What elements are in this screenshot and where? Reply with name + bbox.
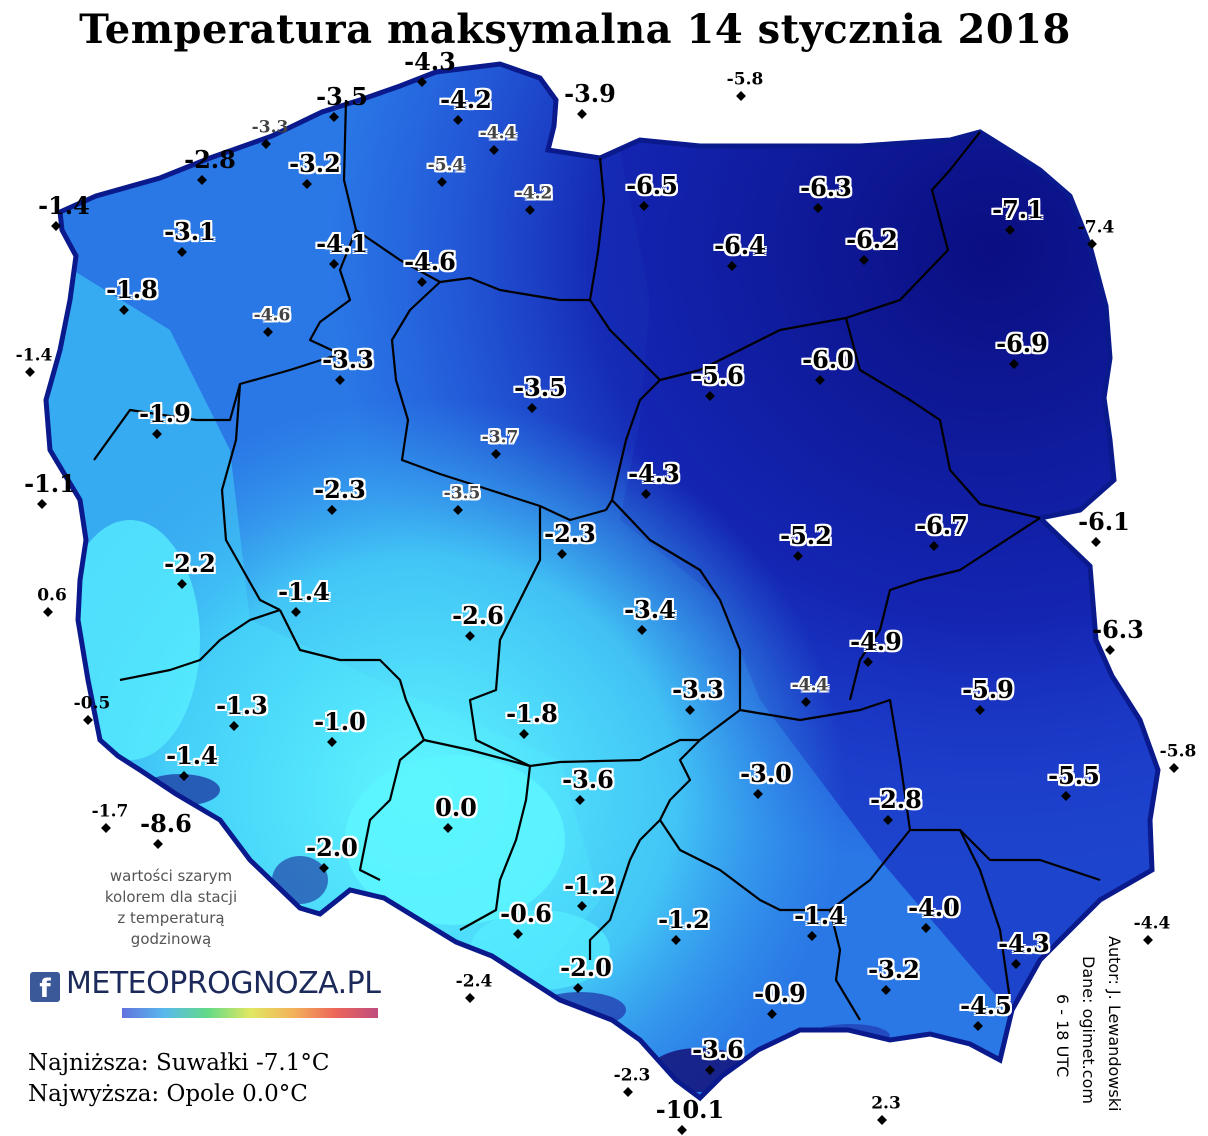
temperature-label: -1.0 [314,707,366,736]
temperature-label: -1.4 [166,741,218,770]
temperature-label: -5.8 [726,69,764,90]
temperature-label: -3.7 [481,427,519,448]
temperature-label: -4.1 [316,229,368,258]
temperature-label: 0.0 [435,793,477,822]
temperature-label: -4.2 [440,85,492,114]
temperature-label: -4.3 [628,459,680,488]
note-line: wartości szarym [109,867,233,885]
temperature-label: -3.1 [164,217,216,246]
note-line: z temperaturą [117,909,225,927]
grey-values-note: wartości szarym kolorem dla stacji z tem… [86,866,256,950]
temperature-label: -2.3 [544,519,596,548]
temperature-label: -4.4 [1133,913,1171,934]
temperature-label: -2.4 [455,971,493,992]
temperature-label: -2.8 [870,785,922,814]
facebook-icon[interactable]: f [30,972,60,1004]
temperature-label: -4.3 [404,47,456,76]
temperature-label: -3.5 [514,373,566,402]
temperature-label: -1.2 [564,871,616,900]
highest-temperature: Najwyższa: Opole 0.0°C [28,1081,308,1107]
temperature-label: -6.3 [800,173,852,202]
temperature-label: -0.5 [73,693,111,714]
temperature-label: -3.6 [562,765,614,794]
temperature-label: -3.9 [564,79,616,108]
temperature-label: -1.1 [24,469,76,498]
temperature-label: -1.8 [106,275,158,304]
temperature-label: -6.0 [802,345,854,374]
temperature-label: -4.5 [960,991,1012,1020]
temperature-label: -4.0 [908,893,960,922]
temperature-label: -4.6 [404,247,456,276]
temperature-label: -5.4 [427,155,465,176]
temperature-label: -1.9 [139,399,191,428]
logo-color-bar [122,1008,378,1018]
note-line: kolorem dla stacji [104,888,238,906]
temperature-label: -4.9 [850,627,902,656]
temperature-label: -3.6 [692,1035,744,1064]
map-title: Temperatura maksymalna 14 stycznia 2018 [79,6,1071,53]
temperature-label: -1.4 [278,577,330,606]
temperature-label: 0.6 [37,585,67,606]
temperature-label: -3.5 [443,483,481,504]
temperature-label: -4.2 [515,183,553,204]
temperature-label: -1.4 [38,191,90,220]
time-range-credit: 6 - 18 UTC [1053,994,1072,1078]
temperature-label: -4.4 [791,675,829,696]
temperature-label: -4.3 [998,929,1050,958]
temperature-label: -2.0 [560,953,612,982]
temperature-label: -6.7 [916,511,968,540]
temperature-label: -3.3 [322,345,374,374]
temperature-label: -0.9 [754,979,806,1008]
temperature-label: 2.3 [871,1093,901,1114]
lowest-temperature: Najniższa: Suwałki -7.1°C [28,1050,330,1076]
temperature-label: -6.3 [1092,615,1144,644]
temperature-label: -3.3 [672,675,724,704]
temperature-label: -2.3 [613,1065,651,1086]
temperature-label: -5.5 [1048,761,1100,790]
author-credit: Autor: J. Lewandowski [1105,936,1124,1112]
temperature-label: -4.4 [479,123,517,144]
temperature-label: -3.0 [740,759,792,788]
temperature-label: -3.3 [251,117,289,138]
temperature-label: -6.4 [714,231,766,260]
temperature-label: -6.9 [996,329,1048,358]
temperature-label: -10.1 [655,1095,725,1124]
meteoprognoza-logo[interactable]: f METEOPROGNOZA.PL [30,966,390,1026]
temperature-label: -0.6 [500,899,552,928]
logo-text: METEOPROGNOZA.PL [66,966,381,1001]
temperature-label: -7.4 [1077,217,1115,238]
temperature-label: -4.6 [253,305,291,326]
voivodeship-borders [93,99,1101,1021]
temperature-label: -6.2 [846,225,898,254]
temperature-label: -1.2 [658,905,710,934]
temperature-label: -1.7 [91,801,129,822]
temperature-label: -1.3 [216,691,268,720]
temperature-label: -6.1 [1078,507,1130,536]
note-line: godzinową [130,930,212,948]
temperature-label: -5.2 [780,521,832,550]
temperature-label: -3.4 [624,595,676,624]
temperature-label: -8.6 [140,809,192,838]
temperature-label: -1.4 [794,901,846,930]
temperature-label: -1.8 [506,699,558,728]
temperature-label: -3.2 [868,955,920,984]
temperature-label: -2.8 [184,145,236,174]
data-source-credit: Dane: ogimet.com [1079,956,1098,1104]
temperature-label: -5.9 [962,675,1014,704]
temperature-label: -5.8 [1159,741,1197,762]
temperature-label: -2.0 [306,833,358,862]
temperature-label: -2.6 [452,601,504,630]
temperature-label: -3.5 [316,82,368,111]
temperature-label: -6.5 [626,171,678,200]
temperature-label: -3.2 [289,149,341,178]
temperature-label: -2.3 [314,475,366,504]
temperature-label: -1.4 [15,345,53,366]
temperature-label: -7.1 [992,195,1044,224]
temperature-label: -2.2 [164,549,216,578]
temperature-label: -5.6 [692,361,744,390]
